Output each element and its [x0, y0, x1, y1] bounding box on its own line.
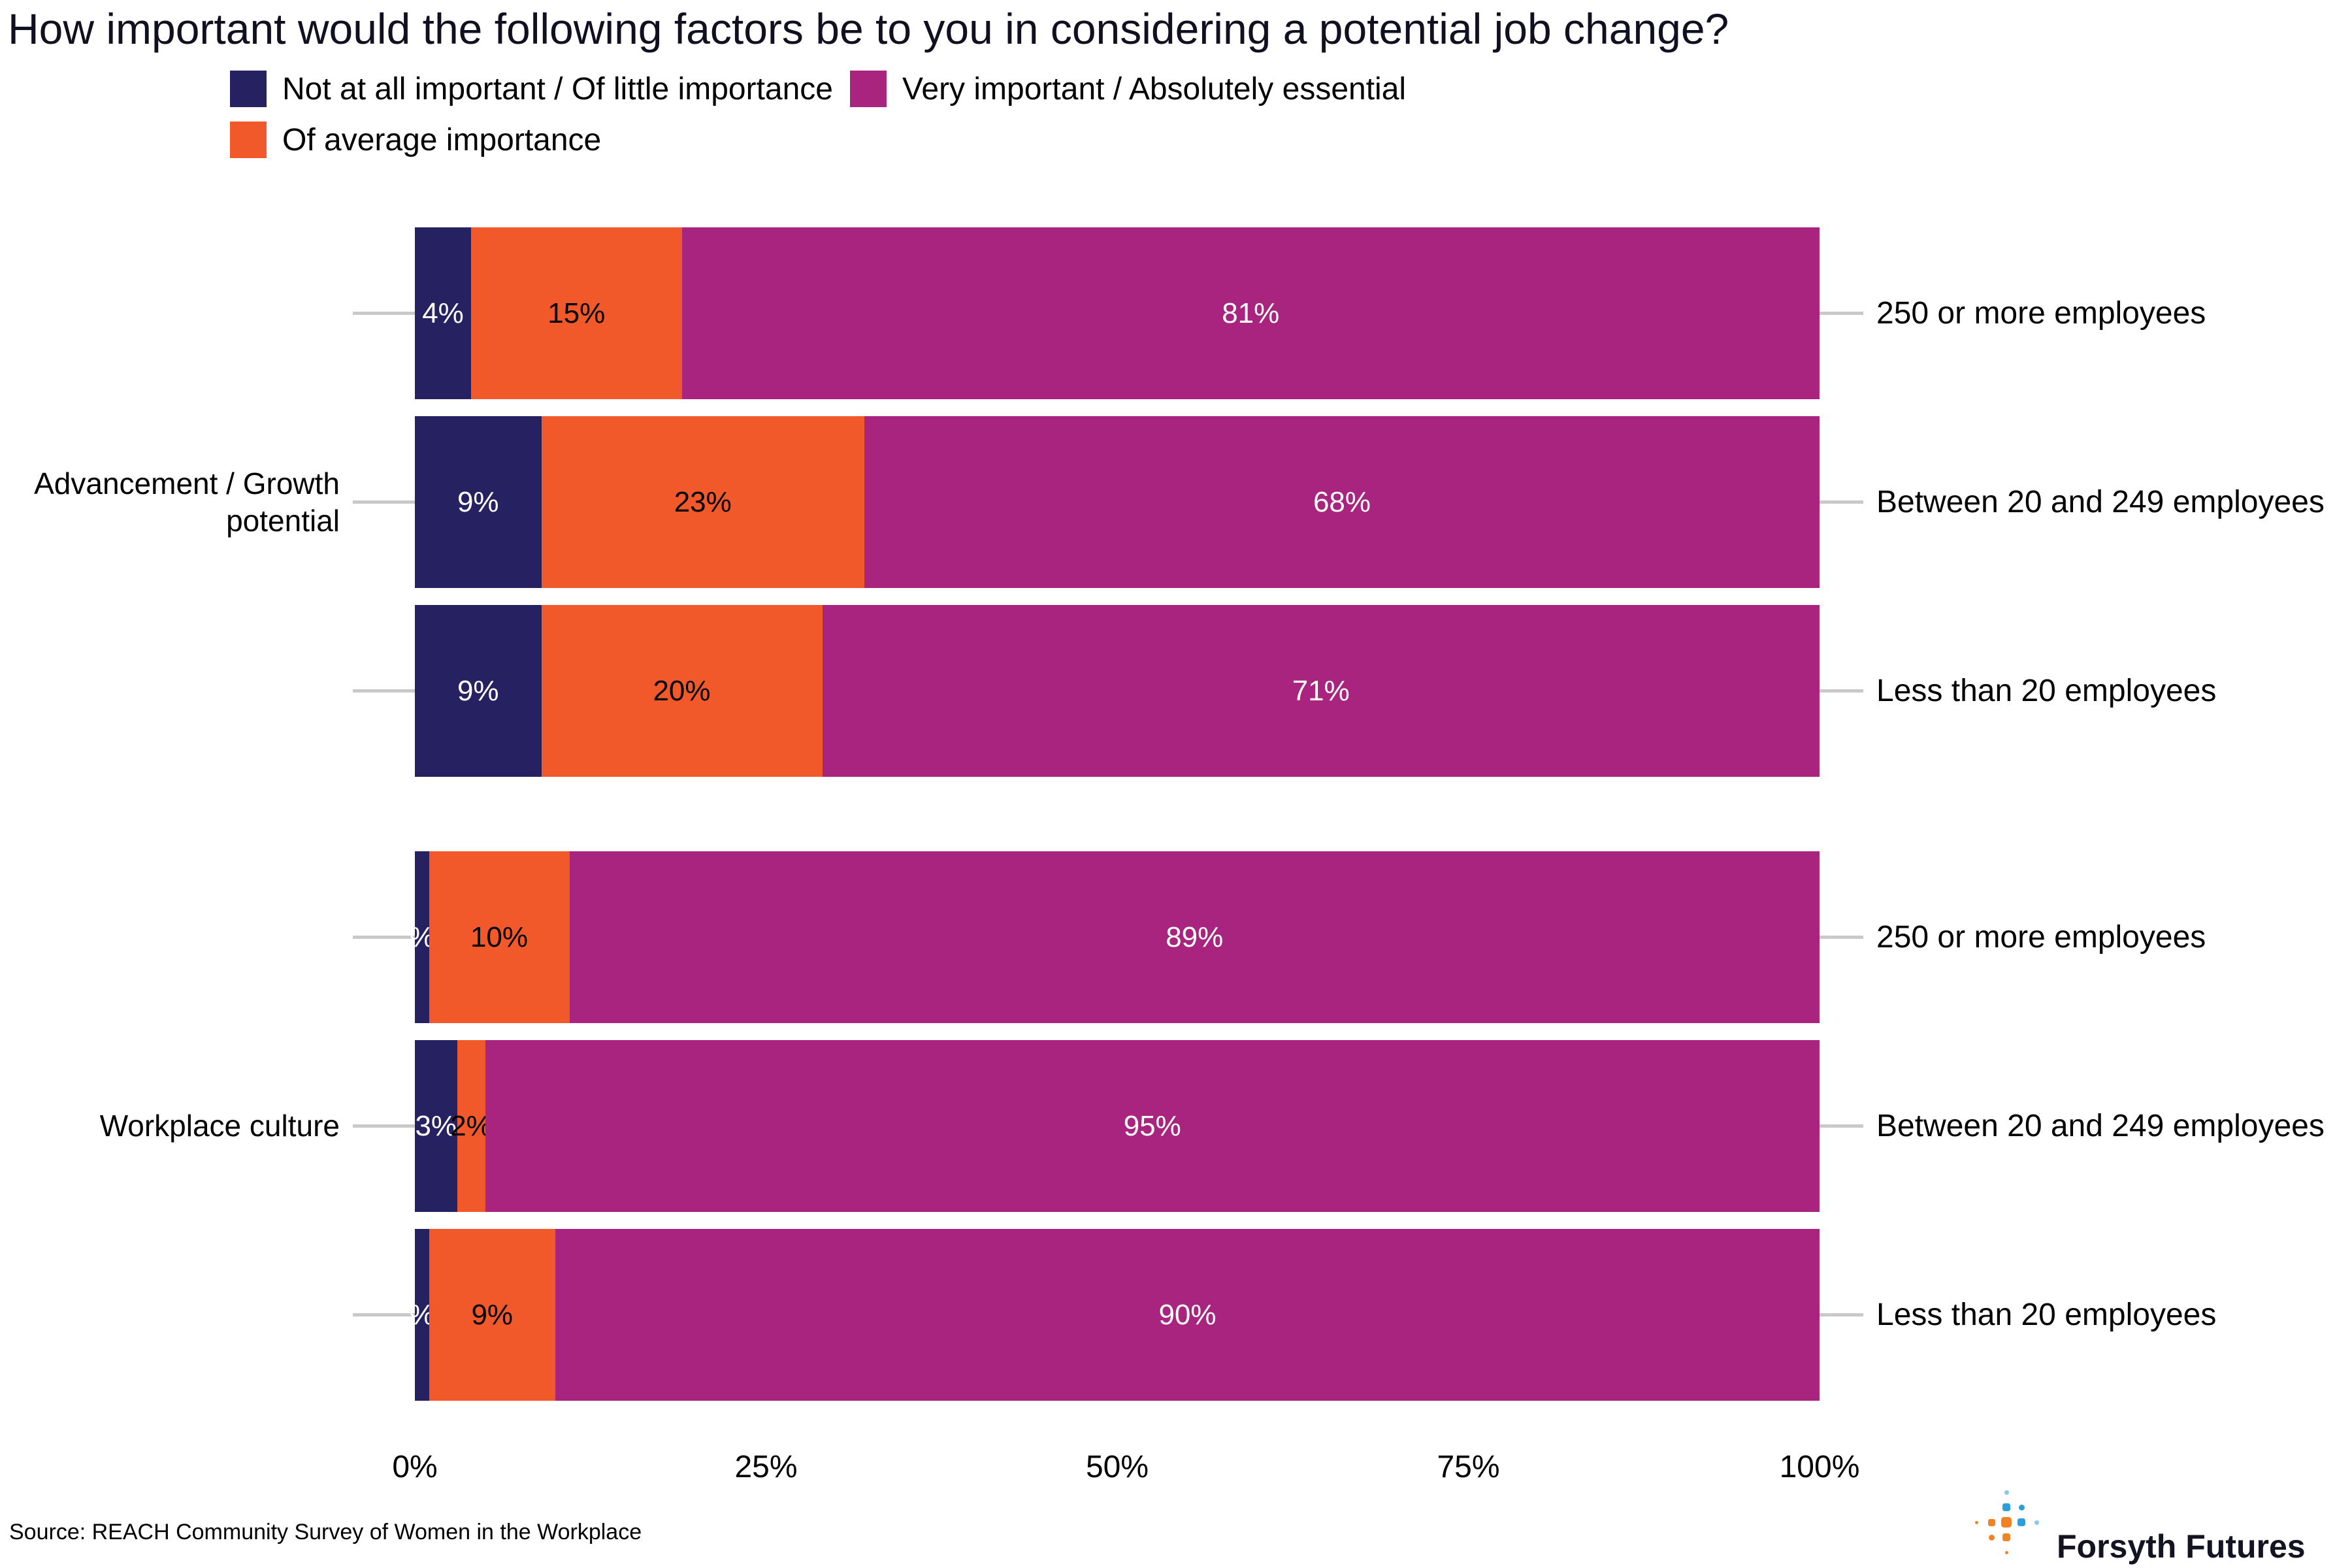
bar-segment — [415, 605, 542, 777]
bar-category-label: Between 20 and 249 employees — [1876, 1109, 2325, 1143]
tick-connector-left — [353, 1313, 415, 1316]
legend-swatch-very-important — [850, 71, 887, 107]
legend-swatch-not-important — [230, 71, 267, 107]
source-note: Source: REACH Community Survey of Women … — [9, 1520, 642, 1544]
bar-category-label: Less than 20 employees — [1876, 674, 2217, 708]
legend-swatch-average-importance — [230, 122, 267, 158]
bar-segment — [415, 227, 471, 399]
bar-category-label: Between 20 and 249 employees — [1876, 485, 2325, 519]
legend-item-average-importance: Of average importance — [230, 122, 833, 158]
bar-segment — [429, 851, 570, 1023]
bar-segment — [541, 416, 864, 588]
logo-dot — [2018, 1504, 2025, 1511]
legend-item-very-important: Very important / Absolutely essential — [850, 71, 1406, 107]
x-axis-tick-label: 100% — [1779, 1450, 1860, 1484]
logo-dot — [1987, 1518, 1995, 1526]
tick-connector-right — [1820, 689, 1863, 693]
bar-category-label: 250 or more employees — [1876, 296, 2206, 331]
group-label-line: Advancement / Growth — [34, 466, 340, 501]
forsyth-futures-logo-icon — [1970, 1483, 2048, 1561]
bar-segment — [415, 851, 429, 1023]
legend-item-not-important: Not at all important / Of little importa… — [230, 71, 833, 107]
bar-segment — [555, 1229, 1820, 1401]
tick-connector-right — [1820, 500, 1863, 504]
logo-dot — [2017, 1518, 2025, 1526]
logo-dot — [2002, 1533, 2010, 1541]
bar-segment — [541, 605, 823, 777]
tick-connector-left — [353, 1124, 415, 1128]
logo-dot — [2034, 1520, 2039, 1525]
x-axis-tick-label: 75% — [1437, 1450, 1500, 1484]
bar-segment — [822, 605, 1820, 777]
chart-title: How important would the following factor… — [8, 5, 1729, 53]
bar-segment — [681, 227, 1820, 399]
legend-label: Very important / Absolutely essential — [902, 71, 1407, 106]
tick-connector-left — [353, 936, 415, 939]
logo-dot — [2002, 1503, 2010, 1511]
bar-segment — [415, 416, 542, 588]
logo-dot — [1974, 1520, 1978, 1524]
bar-segment — [415, 1040, 457, 1212]
logo-dot — [1988, 1534, 1995, 1541]
group-label-line: potential — [226, 503, 340, 538]
logo-text: Forsyth Futures — [2057, 1528, 2306, 1565]
x-axis-tick-label: 0% — [392, 1450, 438, 1484]
x-axis-tick-label: 50% — [1085, 1450, 1149, 1484]
logo-dot — [2004, 1550, 2008, 1554]
legend-label: Not at all important / Of little importa… — [282, 71, 833, 106]
bar-category-label: 250 or more employees — [1876, 920, 2206, 955]
logo-dot — [2001, 1517, 2012, 1527]
bar-category-label: Less than 20 employees — [1876, 1298, 2217, 1332]
group-label: Advancement / Growth potential — [0, 416, 340, 588]
tick-connector-right — [1820, 936, 1863, 939]
bar-segment — [415, 1229, 429, 1401]
tick-connector-right — [1820, 1124, 1863, 1128]
group-label: Workplace culture — [0, 1040, 340, 1212]
bar-segment — [457, 1040, 485, 1212]
bar-segment — [429, 1229, 555, 1401]
tick-connector-left — [353, 689, 415, 693]
tick-connector-right — [1820, 1313, 1863, 1316]
logo-dot — [2004, 1490, 2009, 1495]
x-axis-tick-label: 25% — [734, 1450, 798, 1484]
group-label-line: Workplace culture — [99, 1109, 340, 1143]
bar-segment — [864, 416, 1820, 588]
bar-segment — [471, 227, 682, 399]
tick-connector-left — [353, 500, 415, 504]
tick-connector-right — [1820, 312, 1863, 315]
tick-connector-left — [353, 312, 415, 315]
forsyth-futures-logo: Forsyth Futures — [1970, 1483, 2342, 1568]
legend-label: Of average importance — [282, 122, 602, 157]
bar-segment — [569, 851, 1820, 1023]
legend: Not at all important / Of little importa… — [230, 71, 1406, 158]
bar-segment — [485, 1040, 1820, 1212]
